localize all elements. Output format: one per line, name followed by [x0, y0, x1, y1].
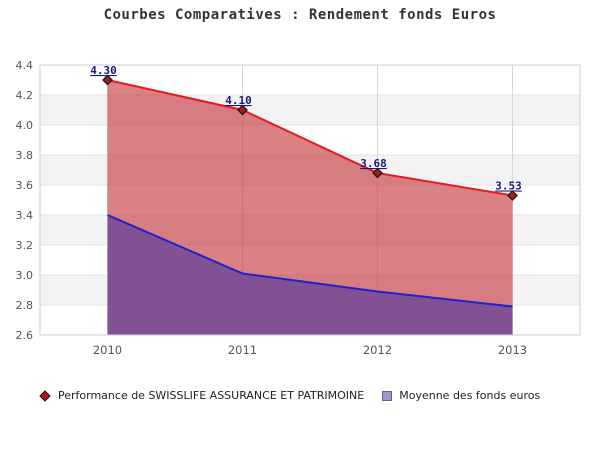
y-tick-label: 3.0	[16, 269, 34, 282]
data-point-marker	[237, 104, 248, 116]
chart-title: Courbes Comparatives : Rendement fonds E…	[103, 7, 497, 23]
data-point-label: 3.68	[360, 157, 387, 170]
series-moyenne-line	[107, 214, 513, 308]
legend-item-moyenne: Moyenne des fonds euros	[382, 389, 540, 403]
legend-label-performance: Performance de SWISSLIFE ASSURANCE ET PA…	[58, 389, 365, 402]
x-tick-label: 2012	[363, 343, 392, 357]
data-point-label: 4.30	[90, 64, 117, 77]
plot-svg: 4.30 4.10 3.68 3.53 4.4 4.2 4.0 3.8 3.6 3.4 3.2 3.0…	[16, 59, 581, 357]
y-tick-label: 3.2	[16, 239, 34, 252]
x-tick-label: 2011	[228, 343, 257, 357]
y-tick-label: 3.4	[16, 209, 34, 222]
y-tick-label: 2.6	[16, 329, 34, 342]
y-tick-label: 4.0	[16, 119, 34, 132]
data-point-label: 3.53	[495, 180, 522, 193]
legend-diamond-icon	[39, 390, 51, 402]
x-tick-label: 2013	[498, 343, 527, 357]
data-point-marker	[372, 167, 383, 179]
y-tick-label: 2.8	[16, 299, 34, 312]
series-moyenne-area	[107, 215, 513, 335]
y-tick-label: 4.4	[16, 59, 34, 72]
y-tick-label: 4.2	[16, 89, 34, 102]
data-point-marker	[102, 74, 113, 86]
legend: Performance de SWISSLIFE ASSURANCE ET PA…	[39, 389, 540, 403]
data-point-label: 4.10	[225, 94, 252, 107]
y-tick-label: 3.8	[16, 149, 34, 162]
legend-label-moyenne: Moyenne des fonds euros	[399, 389, 541, 402]
data-point-marker	[507, 190, 518, 201]
series-performance-line	[107, 79, 513, 197]
y-tick-label: 3.6	[16, 179, 34, 192]
legend-item-performance: Performance de SWISSLIFE ASSURANCE ET PA…	[39, 389, 364, 403]
legend-square-icon	[382, 391, 393, 401]
plot-border	[39, 64, 581, 336]
x-tick-label: 2010	[93, 343, 122, 357]
